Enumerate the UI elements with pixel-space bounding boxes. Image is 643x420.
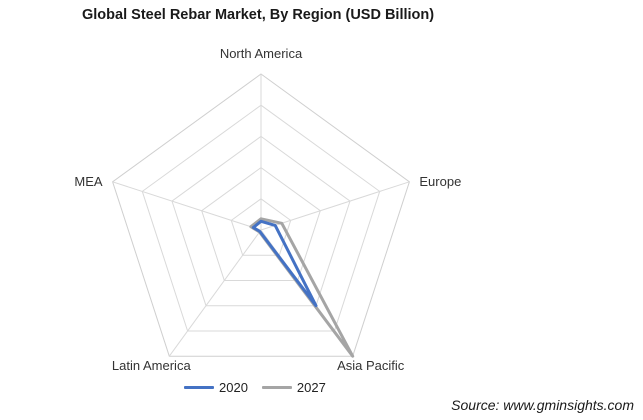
grid-spoke-3 xyxy=(168,229,262,357)
axis-label-north-america: North America xyxy=(220,46,303,61)
radar-axis-labels: North America Europe Asia Pacific Latin Ame… xyxy=(74,46,461,373)
legend: 2020 2027 xyxy=(184,380,340,395)
legend-label-2027: 2027 xyxy=(296,380,326,395)
radar-series xyxy=(249,217,355,358)
grid-ring-4 xyxy=(141,104,381,332)
legend-swatch-2027 xyxy=(261,386,292,389)
grid-ring-3 xyxy=(171,135,351,307)
legend-item-2020: 2020 xyxy=(184,380,248,395)
legend-item-2027: 2027 xyxy=(261,380,326,395)
grid-ring-2 xyxy=(201,166,321,281)
grid-ring-1 xyxy=(230,198,292,256)
radar-grid xyxy=(112,73,410,357)
source-note: Source: www.gminsights.com xyxy=(451,397,634,413)
chart-title: Global Steel Rebar Market, By Region (US… xyxy=(82,7,435,23)
axis-label-mea: MEA xyxy=(74,174,103,189)
axis-label-latin-america: Latin America xyxy=(112,358,192,373)
grid-spoke-1 xyxy=(260,181,410,231)
series-line-2020 xyxy=(251,219,318,308)
legend-swatch-2020 xyxy=(184,386,214,389)
grid-spoke-4 xyxy=(112,181,262,231)
axis-label-europe: Europe xyxy=(419,174,461,189)
legend-label-2020: 2020 xyxy=(219,380,248,395)
grid-ring-5 xyxy=(112,73,410,357)
axis-label-asia-pacific: Asia Pacific xyxy=(337,358,405,373)
